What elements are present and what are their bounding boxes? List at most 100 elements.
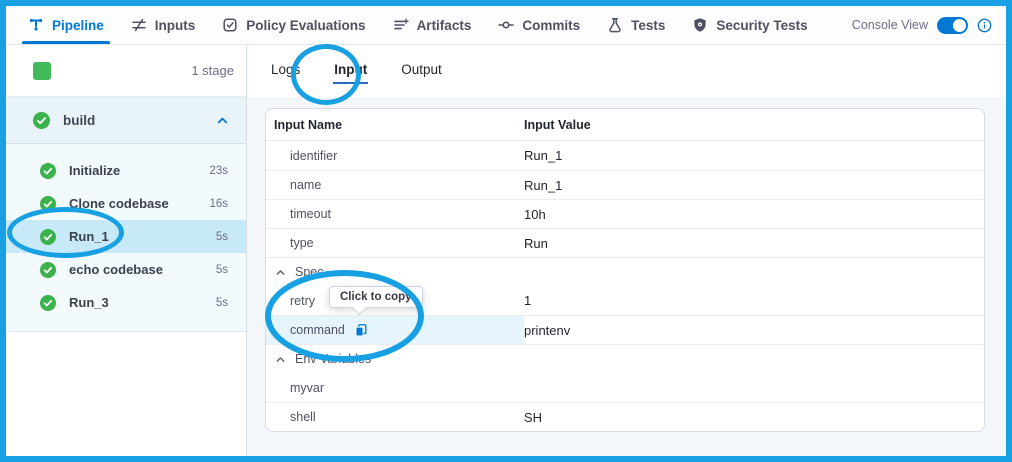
input-table-card: Input Name Input Value identifier Run_1 na… bbox=[265, 108, 985, 432]
input-row-myvar: myvar bbox=[266, 373, 984, 402]
input-name-cell: myvar bbox=[266, 373, 524, 402]
input-name-cell: identifier bbox=[266, 141, 524, 170]
input-name-cell: command bbox=[266, 316, 524, 344]
check-circle-icon bbox=[40, 195, 56, 212]
top-nav: Pipeline Inputs Policy Evaluations Artifact… bbox=[6, 6, 1006, 45]
nav-tab-commits[interactable]: Commits bbox=[498, 6, 580, 44]
nav-tab-tests[interactable]: Tests bbox=[607, 6, 665, 44]
input-name-cell: shell bbox=[266, 403, 524, 431]
input-name-cell[interactable]: Spec bbox=[266, 258, 524, 286]
step-label: echo codebase bbox=[69, 262, 163, 277]
info-icon[interactable] bbox=[977, 18, 992, 33]
inputs-icon bbox=[131, 17, 147, 33]
console-view-toggle[interactable] bbox=[937, 16, 968, 34]
input-name-label: command bbox=[290, 323, 345, 337]
stage-group-section: build Initialize 23s Clone codebase 16s Run_… bbox=[6, 97, 246, 332]
stage-group-label: build bbox=[63, 112, 96, 128]
input-section-spec: Spec bbox=[266, 257, 984, 286]
input-row-type: type Run bbox=[266, 228, 984, 257]
chevron-up-icon[interactable] bbox=[275, 354, 286, 365]
stage-count: 1 stage bbox=[191, 63, 234, 78]
input-value-name[interactable]: Run_1 bbox=[524, 177, 563, 193]
step-duration: 5s bbox=[215, 296, 228, 309]
input-table-header: Input Name Input Value bbox=[266, 109, 984, 141]
chevron-up-icon[interactable] bbox=[275, 267, 286, 278]
security-icon bbox=[692, 17, 708, 33]
check-circle-icon bbox=[40, 228, 56, 245]
step-label: Initialize bbox=[69, 163, 121, 178]
detail-tab-output[interactable]: Output bbox=[401, 61, 442, 77]
column-input-value: Input Value bbox=[524, 117, 591, 132]
nav-tab-label: Pipeline bbox=[52, 17, 104, 33]
check-circle-icon bbox=[40, 294, 56, 311]
input-value-command[interactable]: printenv bbox=[524, 322, 571, 338]
input-row-shell: shell SH bbox=[266, 402, 984, 431]
step-item-echo-codebase[interactable]: echo codebase 5s bbox=[6, 253, 246, 286]
chevron-up-icon[interactable] bbox=[216, 114, 229, 127]
detail-content: Input Name Input Value identifier Run_1 na… bbox=[247, 97, 1006, 456]
nav-tab-label: Inputs bbox=[154, 17, 196, 33]
copy-icon[interactable] bbox=[354, 323, 368, 337]
policy-icon bbox=[222, 17, 238, 33]
input-name-label: timeout bbox=[290, 207, 331, 221]
step-duration: 16s bbox=[209, 197, 228, 210]
nav-tab-policy-evaluations[interactable]: Policy Evaluations bbox=[222, 6, 366, 44]
input-name-label: identifier bbox=[290, 148, 338, 163]
input-name-cell[interactable]: Env Variables bbox=[266, 345, 524, 373]
input-name-label: shell bbox=[290, 410, 316, 424]
step-duration: 5s bbox=[215, 230, 228, 243]
detail-tab-logs[interactable]: Logs bbox=[271, 61, 301, 77]
step-label: Run_3 bbox=[69, 295, 109, 310]
stage-sidebar: 1 stage build Initialize 23s Clone codebas… bbox=[6, 45, 247, 456]
console-view-label: Console View bbox=[851, 18, 928, 32]
nav-tab-inputs[interactable]: Inputs bbox=[131, 6, 196, 44]
input-name-cell: type bbox=[266, 229, 524, 257]
detail-tab-input[interactable]: Input bbox=[333, 59, 369, 84]
toggle-knob bbox=[953, 18, 966, 32]
input-name-label: myvar bbox=[290, 380, 325, 395]
input-value-shell[interactable]: SH bbox=[524, 409, 543, 425]
input-value-timeout[interactable]: 10h bbox=[524, 206, 546, 222]
stage-group-build[interactable]: build bbox=[6, 97, 246, 144]
input-name-cell: name bbox=[266, 171, 524, 199]
tests-icon bbox=[607, 17, 623, 33]
nav-tab-label: Tests bbox=[631, 17, 666, 33]
input-name-label: retry bbox=[290, 293, 315, 308]
input-name-cell: timeout bbox=[266, 200, 524, 228]
input-row-timeout: timeout 10h bbox=[266, 199, 984, 228]
nav-tab-label: Policy Evaluations bbox=[246, 17, 366, 33]
step-item-initialize[interactable]: Initialize 23s bbox=[6, 154, 246, 187]
nav-tab-security-tests[interactable]: Security Tests bbox=[692, 6, 808, 44]
step-list: Initialize 23s Clone codebase 16s Run_1 5s ech… bbox=[6, 144, 246, 319]
step-duration: 5s bbox=[215, 263, 228, 276]
input-row-name: name Run_1 bbox=[266, 170, 984, 199]
stage-summary-row: 1 stage bbox=[6, 45, 246, 97]
nav-tab-label: Artifacts bbox=[416, 17, 472, 33]
commits-icon bbox=[498, 17, 515, 33]
check-circle-icon bbox=[40, 162, 56, 179]
input-row-identifier: identifier Run_1 bbox=[266, 141, 984, 170]
detail-tabs: Logs Input Output bbox=[247, 45, 1006, 97]
pipeline-icon bbox=[28, 17, 44, 33]
nav-tab-label: Commits bbox=[522, 17, 581, 33]
top-nav-tabs: Pipeline Inputs Policy Evaluations Artifact… bbox=[22, 6, 835, 44]
input-value-type[interactable]: Run bbox=[524, 235, 548, 251]
main-panel: Logs Input Output Input Name Input Value i… bbox=[247, 45, 1006, 456]
column-input-name: Input Name bbox=[274, 117, 343, 132]
input-value-identifier[interactable]: Run_1 bbox=[524, 148, 563, 163]
artifacts-icon bbox=[393, 17, 409, 33]
step-item-run-1[interactable]: Run_1 5s bbox=[6, 220, 246, 253]
input-name-cell: retry bbox=[266, 286, 524, 315]
step-duration: 23s bbox=[209, 164, 228, 177]
input-row-command: command printenv bbox=[266, 315, 984, 344]
input-name-label: name bbox=[290, 178, 322, 192]
check-circle-icon bbox=[40, 261, 56, 278]
nav-tab-artifacts[interactable]: Artifacts bbox=[393, 6, 472, 44]
nav-tab-pipeline[interactable]: Pipeline bbox=[22, 6, 110, 44]
step-item-run-3[interactable]: Run_3 5s bbox=[6, 286, 246, 319]
input-name-label: Env Variables bbox=[295, 352, 372, 366]
input-name-label: type bbox=[290, 236, 314, 250]
step-item-clone-codebase[interactable]: Clone codebase 16s bbox=[6, 187, 246, 220]
input-value-retry[interactable]: 1 bbox=[524, 293, 532, 308]
